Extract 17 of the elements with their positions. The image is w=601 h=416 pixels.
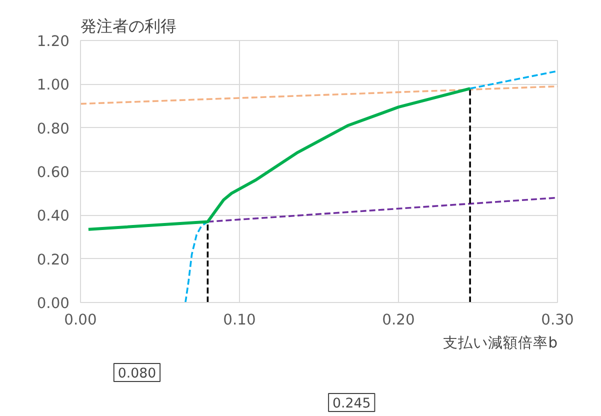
y-tick-label: 0.20 — [36, 251, 70, 268]
x-tick-label: 0.00 — [64, 312, 97, 328]
x-axis-title: 支払い減額倍率b — [443, 334, 558, 352]
y-tick-label: 0.00 — [36, 295, 70, 312]
line-series — [184, 220, 209, 302]
y-tick-label: 0.40 — [36, 208, 70, 225]
x-tick-label: 0.20 — [382, 312, 415, 328]
y-tick-label: 0.60 — [36, 164, 70, 181]
y-tick-label: 1.00 — [36, 76, 70, 94]
y-tick-label: 1.20 — [36, 33, 70, 50]
x-tick-label: 0.10 — [223, 312, 256, 328]
x-tick-label: 0.30 — [541, 312, 574, 328]
chart-title: 発注者の利得 — [80, 16, 176, 36]
y-tick-label: 0.80 — [36, 120, 70, 138]
text: 0.080 — [118, 366, 156, 382]
line-series — [86, 87, 472, 231]
text: 0.245 — [332, 396, 371, 412]
